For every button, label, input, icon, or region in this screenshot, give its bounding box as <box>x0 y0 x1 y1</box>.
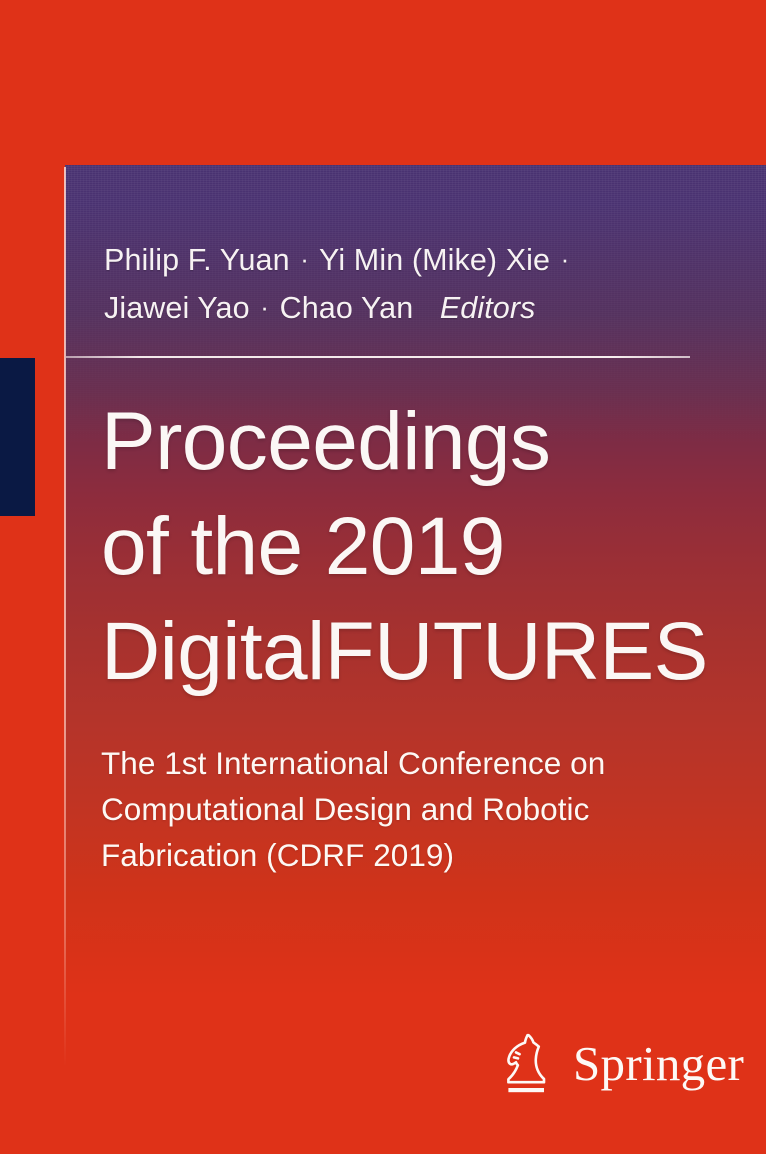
title-line-2: of the 2019 <box>101 501 505 592</box>
publisher-logo: Springer <box>505 1027 744 1103</box>
navy-accent-block <box>0 358 35 516</box>
title-line-1: Proceedings <box>101 396 551 487</box>
title-line-3: DigitalFUTURES <box>101 606 708 697</box>
page-title: Proceedings of the 2019 DigitalFUTURES <box>101 389 761 704</box>
editor-name-xie: Yi Min (Mike) Xie <box>319 243 551 277</box>
editors-block: Philip F. Yuan · Yi Min (Mike) Xie · Jia… <box>104 236 704 332</box>
divider-rule <box>66 356 690 358</box>
editors-line-1: Philip F. Yuan · Yi Min (Mike) Xie · <box>104 236 704 284</box>
editor-name-yao: Jiawei Yao <box>104 291 250 325</box>
page-subtitle: The 1st International Conference on Comp… <box>101 740 701 878</box>
subtitle-line-1: The 1st International Conference on <box>101 745 606 781</box>
editor-separator: · <box>300 244 310 274</box>
publisher-wordmark: Springer <box>573 1035 745 1091</box>
editor-name-yuan: Philip F. Yuan <box>104 243 290 277</box>
subtitle-line-2: Computational Design and Robotic <box>101 791 590 827</box>
editors-role-label: Editors <box>439 291 536 325</box>
springer-knight-icon <box>507 1033 546 1093</box>
editors-line-2: Jiawei Yao · Chao Yan Editors <box>104 284 704 332</box>
editor-name-yan: Chao Yan <box>279 291 414 325</box>
panel-left-edge-hairline <box>64 167 66 1067</box>
editor-separator-2: · <box>260 292 270 322</box>
subtitle-line-3: Fabrication (CDRF 2019) <box>101 837 455 873</box>
editor-separator-trailing: · <box>560 244 570 274</box>
gradient-artwork-panel <box>65 165 766 1154</box>
